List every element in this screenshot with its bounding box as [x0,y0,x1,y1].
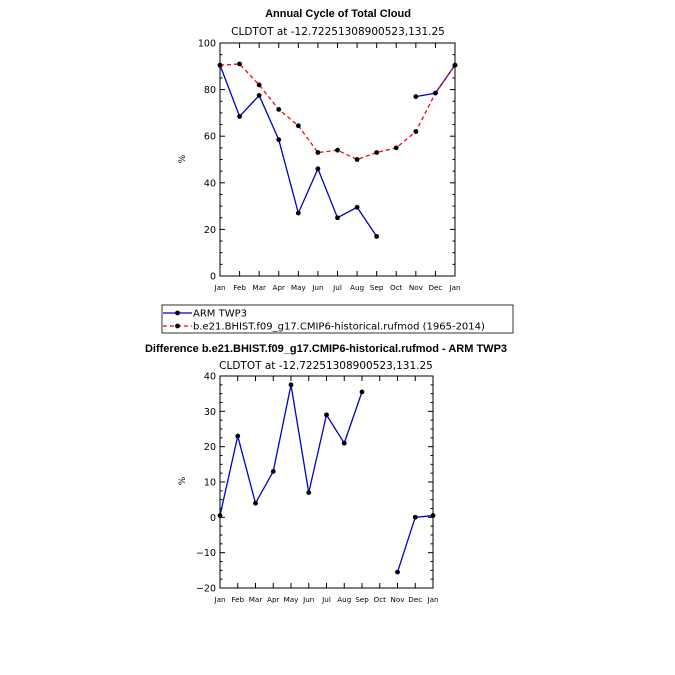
chart1-series-1-point [256,82,262,88]
chart2-xtick-label: Aug [337,595,351,604]
chart1-xtick-label: Jul [332,283,342,292]
chart2-ylabel: % [178,476,188,485]
chart2-xtick-label: Dec [408,595,422,604]
chart2-series-0-point [324,412,329,418]
chart2-ytick-label: 40 [204,372,216,383]
chart1-series-1-point [393,145,399,151]
chart1-title: Annual Cycle of Total Cloud [265,8,411,20]
chart1-series-1-point [295,123,301,129]
chart1-xtick-label: Apr [273,283,285,292]
chart2-xtick-label: Jan [426,595,438,604]
chart1-series-1-point [354,157,360,162]
chart1-xtick-label: Mar [252,283,266,292]
chart2-series-0-point [270,469,276,474]
chart1-ylabel: % [178,154,188,163]
chart2-xtick-label: Sep [355,595,369,604]
chart1-ytick-label: 40 [204,178,216,189]
legend-model-label: b.e21.BHIST.f09_g17.CMIP6-historical.ruf… [193,322,485,333]
legend-model-marker [175,323,180,329]
chart2-xtick-label: Jun [302,595,314,604]
chart2-series-0-point [412,514,418,520]
chart1-subtitle: CLDTOT at -12.72251308900523,131.25 [231,26,445,38]
chart2-ytick-label: 0 [210,513,216,524]
chart2-series-0-point [235,433,241,439]
chart1-xtick-label: Aug [350,283,364,292]
chart1-series-0-point [413,94,419,99]
chart2-xtick-label: Jan [213,595,225,604]
chart1-series-0-point [374,233,380,239]
legend-obs-marker [175,310,180,316]
chart2-ytick-label: −20 [196,584,216,595]
chart1-series-1-point [237,61,242,67]
chart1-ytick-label: 0 [210,272,216,283]
chart1-series-1-point [374,150,380,155]
chart2-series-0-point [306,490,312,495]
chart1-series-0-point [335,215,340,221]
chart1-series-0-point [237,113,242,119]
chart1-xtick-label: Dec [428,283,442,292]
chart1-series-0-point [295,210,301,216]
chart1-series-1-point [413,129,419,134]
chart1-series-1-point [452,62,458,68]
chart1-series-0-point [256,93,262,98]
chart2-xtick-label: May [284,595,300,604]
chart2-series-0-point [217,513,223,518]
chart2-xtick-label: Apr [267,595,279,604]
chart2-ytick-label: 10 [204,478,216,489]
chart2-xtick-label: Mar [249,595,263,604]
chart1-ytick-label: 60 [204,132,216,143]
chart1-xtick-label: Jan [448,283,460,292]
chart2-ytick-label: 30 [204,407,216,418]
legend-box [161,304,514,334]
chart2-xtick-label: Oct [374,595,387,604]
chart2-series-0-point [359,389,365,395]
chart1-ytick-label: 20 [204,225,216,236]
chart2-series-0-point [288,382,294,388]
chart1-series-1-point [276,107,282,112]
chart1-xtick-label: Jun [311,283,323,292]
chart2-series-0-point [341,440,347,446]
chart1-xtick-label: Feb [233,283,246,292]
chart1-xtick-label: Sep [370,283,384,292]
chart2-subtitle: CLDTOT at -12.72251308900523,131.25 [219,360,433,372]
chart2-title: Difference b.e21.BHIST.f09_g17.CMIP6-his… [145,343,507,355]
chart1-series-1-point [335,147,340,153]
chart1-series-0-point [315,166,321,172]
legend-obs-label: ARM TWP3 [193,309,247,320]
chart1-legend: ARM TWP3 b.e21.BHIST.f09_g17.CMIP6-histo… [161,304,514,334]
chart1-ytick-label: 80 [204,85,216,96]
chart1-series-1-point [433,90,438,96]
chart1-plot: 0 20 40 60 80 100 Jan Feb Mar Apr May Jun Jul Aug Sep O… [198,39,461,293]
chart1-series-1-point [315,150,321,155]
chart2-xtick-label: Feb [231,595,244,604]
chart2-series-0-point [395,569,400,575]
chart1-xtick-label: Oct [390,283,403,292]
chart2-xtick-label: Nov [390,595,405,604]
chart1-ytick-label: 100 [198,39,216,50]
chart1-series-0-point [354,204,360,210]
chart2-series-0-point [430,513,436,518]
chart1-series-0-point [276,137,282,143]
chart1-xtick-label: Nov [409,283,424,292]
chart2-ytick-label: 20 [204,442,216,453]
chart1-xtick-label: May [291,283,307,292]
chart2-xtick-label: Jul [321,595,331,604]
chart1-series-1-point [217,62,223,68]
chart2-series-0-point [253,500,258,506]
chart2-ytick-label: −10 [196,548,216,559]
chart2-plot: −20 −10 0 10 20 30 40 Jan Feb Mar Apr May Jun Jul Aug S… [196,372,439,605]
chart1-xtick-label: Jan [213,283,225,292]
